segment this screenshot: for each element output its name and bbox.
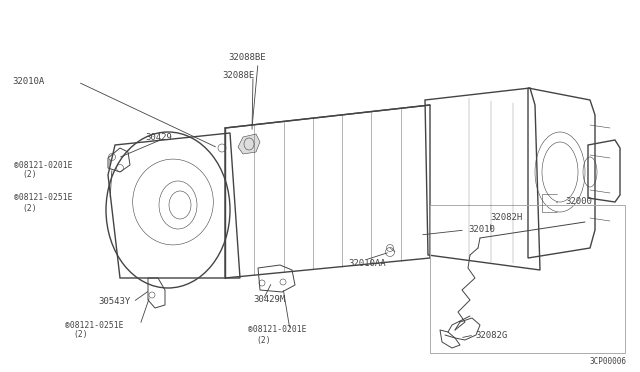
Text: 3CP00006: 3CP00006 (590, 357, 627, 366)
Text: (2): (2) (22, 203, 36, 212)
Text: 32082G: 32082G (475, 330, 508, 340)
Text: 30429: 30429 (145, 134, 172, 142)
Polygon shape (238, 134, 260, 154)
Text: 32088E: 32088E (222, 71, 254, 80)
Text: ®08121-0251E: ®08121-0251E (65, 321, 124, 330)
Text: 30543Y: 30543Y (98, 298, 131, 307)
Text: 32010A: 32010A (12, 77, 44, 87)
Text: 32010: 32010 (468, 225, 495, 234)
Text: ®08121-0251E: ®08121-0251E (14, 193, 72, 202)
Text: ®08121-0201E: ®08121-0201E (14, 160, 72, 170)
Text: 32088BE: 32088BE (228, 54, 266, 62)
Text: 32010AA: 32010AA (348, 260, 386, 269)
Text: ®08121-0201E: ®08121-0201E (248, 326, 307, 334)
Text: (2): (2) (22, 170, 36, 180)
Text: 32000: 32000 (565, 198, 592, 206)
Text: (2): (2) (73, 330, 88, 340)
Text: 30429M: 30429M (253, 295, 285, 305)
Bar (430, 205, 625, 353)
Text: 32082H: 32082H (490, 214, 522, 222)
Text: (2): (2) (256, 336, 271, 344)
